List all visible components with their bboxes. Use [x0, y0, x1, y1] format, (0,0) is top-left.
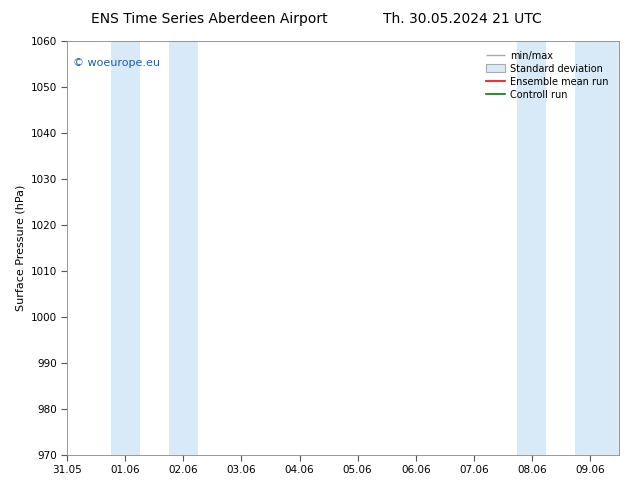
Bar	[576, 41, 604, 455]
Legend: min/max, Standard deviation, Ensemble mean run, Controll run: min/max, Standard deviation, Ensemble me…	[482, 48, 611, 102]
Text: ENS Time Series Aberdeen Airport: ENS Time Series Aberdeen Airport	[91, 12, 328, 26]
Y-axis label: Surface Pressure (hPa): Surface Pressure (hPa)	[15, 185, 25, 311]
Text: Th. 30.05.2024 21 UTC: Th. 30.05.2024 21 UTC	[384, 12, 542, 26]
Bar	[111, 41, 140, 455]
Text: © woeurope.eu: © woeurope.eu	[73, 58, 160, 68]
Bar	[604, 41, 619, 455]
Bar	[169, 41, 198, 455]
Bar	[517, 41, 547, 455]
